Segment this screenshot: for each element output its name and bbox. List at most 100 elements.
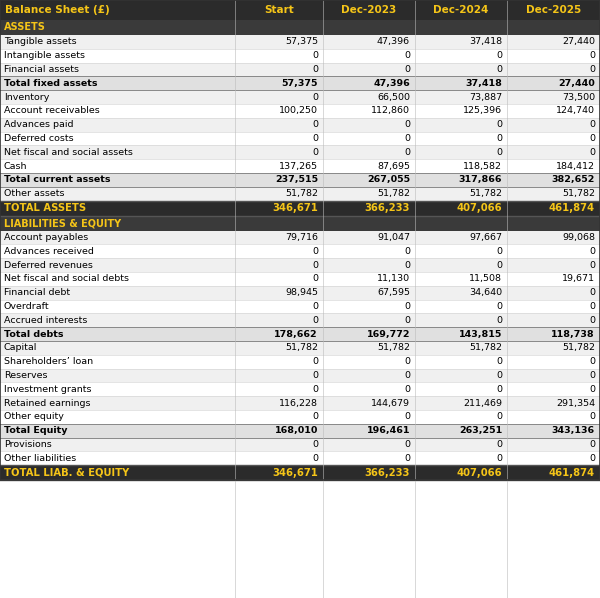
Text: 407,066: 407,066: [457, 203, 502, 213]
Text: 0: 0: [404, 454, 410, 463]
Text: Advances received: Advances received: [4, 247, 94, 256]
Text: 0: 0: [589, 454, 595, 463]
Text: 0: 0: [496, 371, 502, 380]
Text: 137,265: 137,265: [279, 161, 318, 170]
Text: 0: 0: [312, 357, 318, 366]
Text: Account receivables: Account receivables: [4, 106, 100, 115]
Text: 0: 0: [312, 454, 318, 463]
Text: 0: 0: [589, 371, 595, 380]
Text: 346,671: 346,671: [272, 203, 318, 213]
Text: Deferred costs: Deferred costs: [4, 134, 74, 143]
Bar: [0, 20, 600, 35]
Text: Total current assets: Total current assets: [4, 175, 110, 184]
Text: Dec-2024: Dec-2024: [433, 5, 488, 15]
Text: 461,874: 461,874: [549, 468, 595, 478]
Text: 461,874: 461,874: [549, 203, 595, 213]
Bar: [0, 382, 600, 396]
Text: 116,228: 116,228: [279, 399, 318, 408]
Text: 168,010: 168,010: [275, 426, 318, 435]
Text: 0: 0: [404, 357, 410, 366]
Text: 100,250: 100,250: [279, 106, 318, 115]
Text: 0: 0: [312, 385, 318, 394]
Text: Retained earnings: Retained earnings: [4, 399, 91, 408]
Text: 67,595: 67,595: [377, 288, 410, 297]
Text: Provisions: Provisions: [4, 440, 52, 449]
Text: 51,782: 51,782: [469, 189, 502, 198]
Text: 0: 0: [404, 302, 410, 311]
Text: 0: 0: [496, 261, 502, 270]
Text: Shareholders’ loan: Shareholders’ loan: [4, 357, 93, 366]
Text: 47,396: 47,396: [373, 79, 410, 88]
Text: 0: 0: [404, 413, 410, 422]
Text: 51,782: 51,782: [285, 343, 318, 352]
Text: Cash: Cash: [4, 161, 28, 170]
Text: 27,440: 27,440: [558, 79, 595, 88]
Bar: [0, 424, 600, 438]
Text: 0: 0: [589, 413, 595, 422]
Text: 343,136: 343,136: [552, 426, 595, 435]
Bar: [0, 145, 600, 159]
Bar: [0, 49, 600, 63]
Text: 0: 0: [589, 302, 595, 311]
Text: Capital: Capital: [4, 343, 37, 352]
Bar: [0, 245, 600, 258]
Text: 0: 0: [496, 134, 502, 143]
Bar: [0, 300, 600, 313]
Text: 124,740: 124,740: [556, 106, 595, 115]
Text: 51,782: 51,782: [562, 343, 595, 352]
Bar: [0, 77, 600, 90]
Text: 66,500: 66,500: [377, 93, 410, 102]
Text: 98,945: 98,945: [285, 288, 318, 297]
Bar: [0, 90, 600, 104]
Text: Start: Start: [264, 5, 294, 15]
Text: 0: 0: [496, 148, 502, 157]
Bar: [0, 0, 600, 480]
Bar: [0, 258, 600, 272]
Text: TOTAL LIAB. & EQUITY: TOTAL LIAB. & EQUITY: [4, 468, 129, 478]
Text: 0: 0: [312, 93, 318, 102]
Text: 0: 0: [496, 357, 502, 366]
Text: TOTAL ASSETS: TOTAL ASSETS: [4, 203, 86, 213]
Text: 317,866: 317,866: [458, 175, 502, 184]
Text: 11,130: 11,130: [377, 274, 410, 283]
Text: Inventory: Inventory: [4, 93, 49, 102]
Bar: [0, 355, 600, 368]
Text: 125,396: 125,396: [463, 106, 502, 115]
Text: 51,782: 51,782: [469, 343, 502, 352]
Text: Balance Sheet (£): Balance Sheet (£): [5, 5, 110, 15]
Text: 267,055: 267,055: [367, 175, 410, 184]
Text: 57,375: 57,375: [285, 38, 318, 47]
Bar: [0, 368, 600, 382]
Text: Other liabilities: Other liabilities: [4, 454, 76, 463]
Text: 73,887: 73,887: [469, 93, 502, 102]
Text: 0: 0: [589, 385, 595, 394]
Text: 0: 0: [496, 65, 502, 74]
Text: Accrued interests: Accrued interests: [4, 316, 88, 325]
Text: 0: 0: [589, 51, 595, 60]
Bar: [0, 438, 600, 451]
Text: 0: 0: [589, 357, 595, 366]
Bar: [0, 63, 600, 77]
Text: Total Equity: Total Equity: [4, 426, 67, 435]
Bar: [0, 465, 600, 480]
Text: 0: 0: [496, 302, 502, 311]
Text: 0: 0: [589, 440, 595, 449]
Text: Reserves: Reserves: [4, 371, 47, 380]
Text: 0: 0: [404, 316, 410, 325]
Bar: [0, 327, 600, 341]
Text: 0: 0: [404, 65, 410, 74]
Text: Net fiscal and social assets: Net fiscal and social assets: [4, 148, 133, 157]
Text: 118,738: 118,738: [551, 329, 595, 338]
Text: 91,047: 91,047: [377, 233, 410, 242]
Bar: [0, 132, 600, 145]
Text: 0: 0: [404, 371, 410, 380]
Text: 407,066: 407,066: [457, 468, 502, 478]
Text: 0: 0: [312, 261, 318, 270]
Text: 0: 0: [589, 120, 595, 129]
Text: 11,508: 11,508: [469, 274, 502, 283]
Text: 0: 0: [404, 385, 410, 394]
Text: 51,782: 51,782: [377, 189, 410, 198]
Text: 144,679: 144,679: [371, 399, 410, 408]
Bar: [0, 173, 600, 187]
Text: 0: 0: [312, 302, 318, 311]
